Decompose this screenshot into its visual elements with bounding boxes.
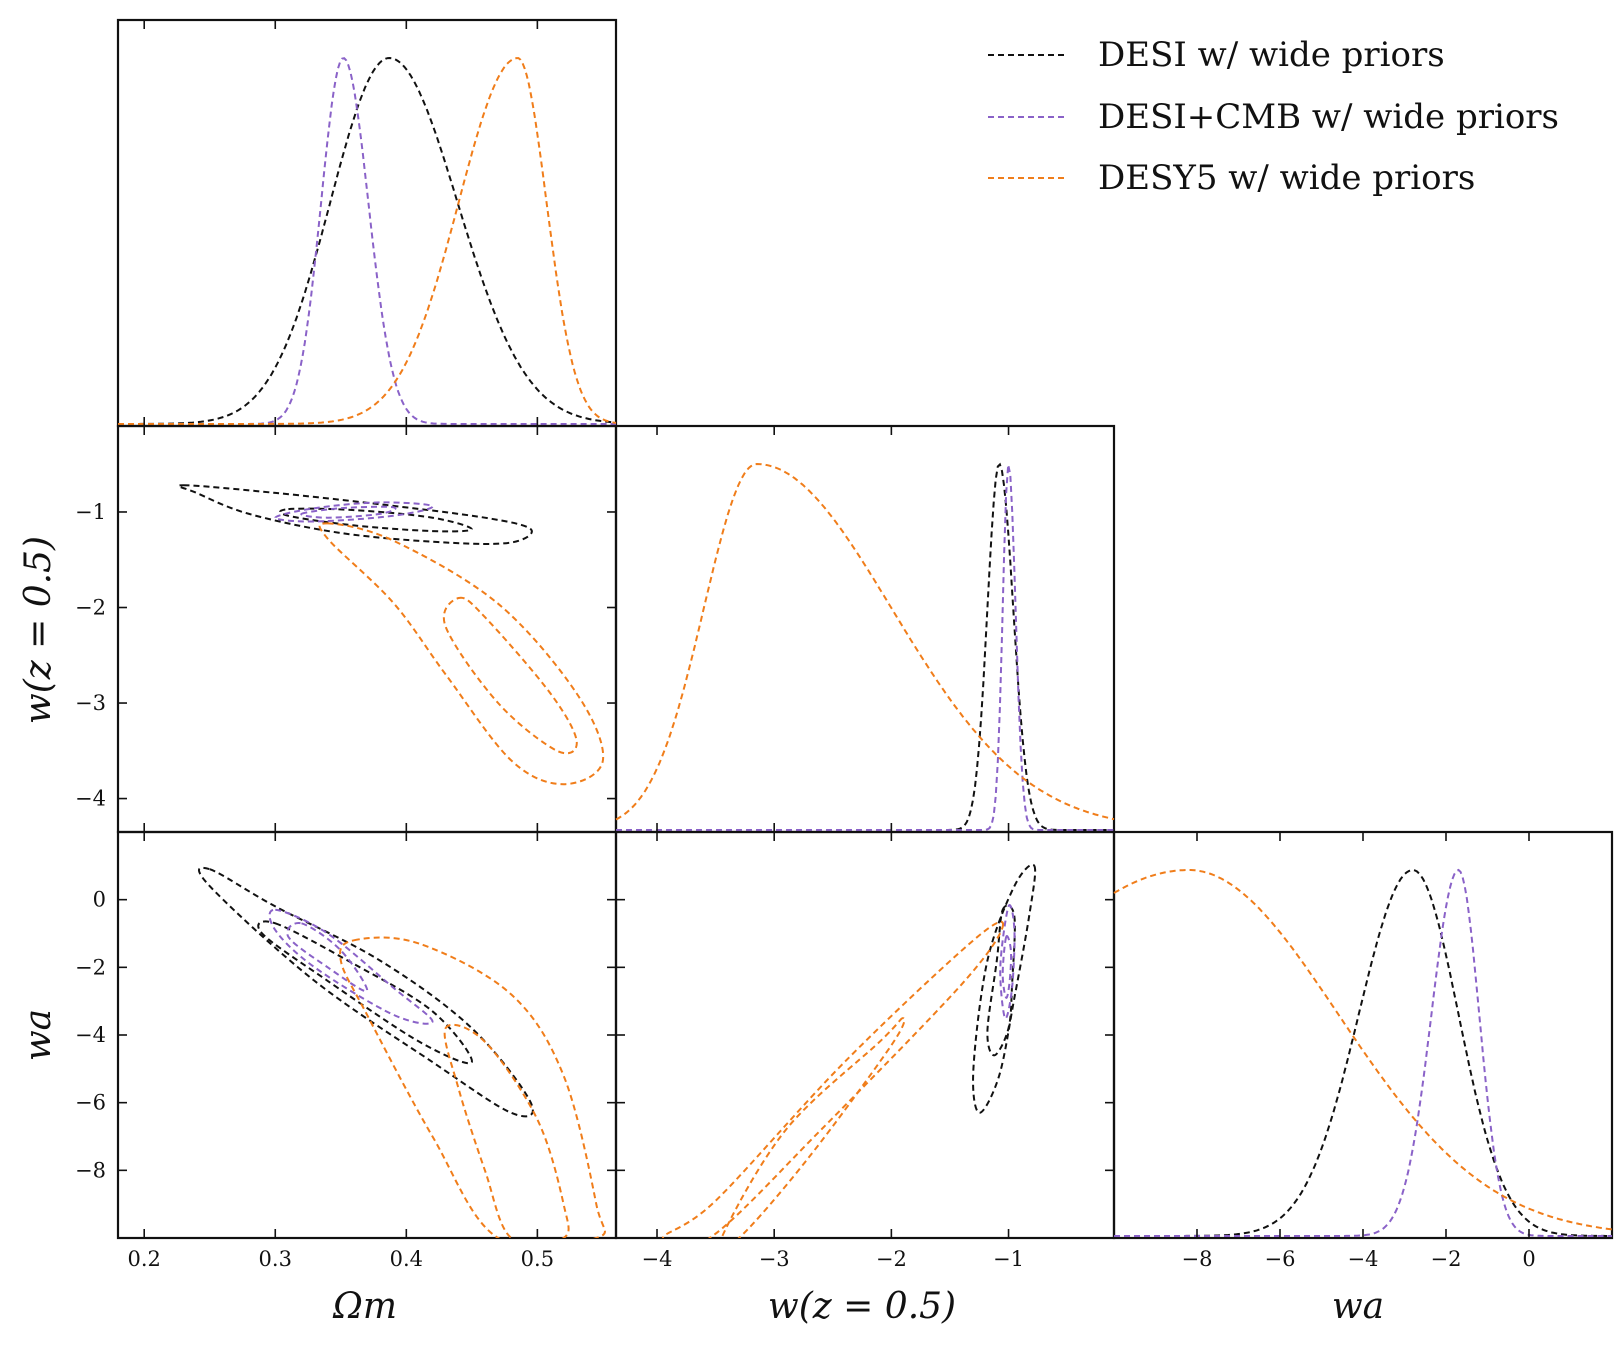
panel-wa_vs_w05: −4 −3 −2 −1 [614, 830, 1116, 1271]
marginal-curve-om-0 [118, 56, 617, 425]
y-tick-label: −4 [75, 787, 106, 811]
panel-marginal-om-frame [116, 18, 618, 428]
panel-marginal-w05-frame [614, 424, 1116, 834]
marginal-curve-w05-2 [615, 462, 1115, 821]
y-tick-label: −2 [75, 955, 106, 979]
x-tick-label: 0.5 [521, 1247, 554, 1271]
x-tick-label: −1 [993, 1247, 1024, 1271]
y-tick-label: −2 [75, 596, 106, 620]
y-tick-label: −4 [75, 1023, 106, 1047]
contour-wa_vs_w05-1 [972, 863, 1037, 1114]
contour-wa_vs_w05-0 [986, 904, 1016, 1057]
contour-wa_vs_om-1 [198, 866, 534, 1118]
x-tick-label: 0.2 [128, 1247, 161, 1271]
contour-w05_vs_om-0 [279, 507, 473, 533]
panel-wa_vs_om: 0.2 0.3 0.4 0.5 −8 −6 −4 −2 0 [75, 830, 618, 1271]
marginal-curve-w05-1 [616, 464, 1114, 831]
w05_vs_om-contours [177, 484, 605, 786]
panel-wa_vs_w05-frame [614, 830, 1116, 1240]
y-tick-label: −1 [75, 500, 106, 524]
contour-w05_vs_om-2 [300, 505, 397, 519]
panel-w05_vs_om-frame [116, 424, 618, 834]
y-tick-label: −6 [75, 1091, 106, 1115]
contour-w05_vs_om-1 [177, 484, 533, 545]
contour-wa_vs_om-0 [257, 920, 473, 1065]
legend-label-desi-cmb: DESI+CMB w/ wide priors [1098, 97, 1559, 137]
y-tick-label: −3 [75, 691, 106, 715]
contour-w05_vs_om-5 [318, 522, 605, 786]
marginal-curve-om-1 [118, 57, 616, 425]
x-tick-label: −8 [1182, 1247, 1213, 1271]
panel-marginal-wa: −8 −6 −4 −2 0 [1112, 830, 1614, 1271]
x-tick-label: −4 [642, 1247, 673, 1271]
x-tick-label: 0.3 [259, 1247, 292, 1271]
marginal-curve-wa-1 [1114, 868, 1612, 1237]
x-tick-label: 0 [1522, 1247, 1535, 1271]
contour-wa_vs_w05-3 [999, 904, 1016, 1020]
legend: DESI w/ wide priors DESI+CMB w/ wide pri… [988, 35, 1559, 198]
panel-marginal-w05 [614, 424, 1116, 834]
x-tick-label: −6 [1265, 1247, 1296, 1271]
marginal-curve-w05-0 [616, 462, 1114, 831]
marginal-curve-wa-0 [1114, 868, 1612, 1237]
xlabel-wa: wa [1332, 1286, 1384, 1327]
ylabel-w-z05: w(z = 0.5) [18, 536, 59, 724]
wa_vs_om-contours [198, 866, 606, 1238]
contour-wa_vs_w05-2 [1001, 935, 1013, 999]
y-tick-label: 0 [93, 888, 106, 912]
xlabel-w-z05: w(z = 0.5) [768, 1286, 956, 1327]
legend-label-desi: DESI w/ wide priors [1098, 35, 1445, 75]
wa_vs_w05-contours [661, 863, 1037, 1238]
legend-label-desy5: DESY5 w/ wide priors [1098, 158, 1475, 198]
contour-wa_vs_w05-4 [720, 1017, 906, 1238]
marginal-curve-wa-2 [1113, 869, 1613, 1231]
panel-marginal-wa-frame [1112, 830, 1614, 1240]
corner-plot-panels: −4−3−2−10.2 0.3 0.4 0.5−8−6−4−20−4 −3 −2 −1 −8−… [75, 18, 1614, 1271]
contour-w05_vs_om-4 [442, 596, 578, 755]
x-tick-label: 0.4 [390, 1247, 423, 1271]
y-axis-labels: w(z = 0.5) wa [18, 536, 59, 1061]
contour-wa_vs_w05-5 [661, 920, 1005, 1238]
contour-wa_vs_om-3 [268, 908, 434, 1025]
x-tick-label: −3 [759, 1247, 790, 1271]
marginal-curve-om-2 [118, 57, 617, 425]
ylabel-wa: wa [18, 1009, 59, 1061]
contour-wa_vs_om-2 [286, 921, 369, 993]
x-tick-label: −4 [1348, 1247, 1379, 1271]
y-tick-label: −8 [75, 1158, 106, 1182]
panel-w05_vs_om: −4 −3 −2 −1 [75, 424, 618, 834]
panel-wa_vs_om-frame [116, 830, 618, 1240]
contour-wa_vs_om-5 [339, 936, 606, 1238]
x-tick-label: −2 [1431, 1247, 1462, 1271]
contour-w05_vs_om-3 [274, 501, 434, 523]
x-tick-label: −2 [876, 1247, 907, 1271]
xlabel-omega-m: Ωm [332, 1286, 397, 1327]
contour-wa_vs_om-4 [443, 1023, 570, 1238]
panel-marginal-om [116, 18, 618, 428]
x-axis-labels: Ωm w(z = 0.5) wa [332, 1286, 1384, 1327]
